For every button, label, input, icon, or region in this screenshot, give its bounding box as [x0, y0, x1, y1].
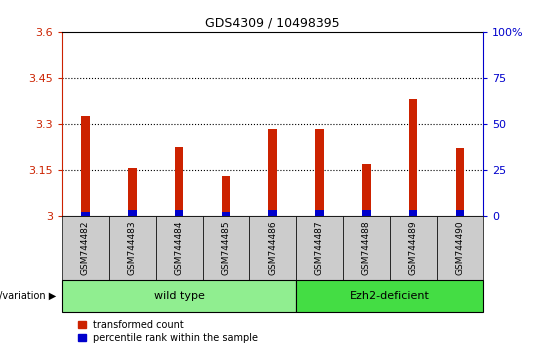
Text: GSM744489: GSM744489	[409, 221, 417, 275]
Bar	[156, 216, 202, 280]
Text: genotype/variation ▶: genotype/variation ▶	[0, 291, 57, 301]
Bar	[296, 280, 483, 312]
Text: GSM744483: GSM744483	[128, 221, 137, 275]
Text: GSM744482: GSM744482	[81, 221, 90, 275]
Bar	[362, 210, 370, 216]
Text: GSM744490: GSM744490	[455, 221, 464, 275]
Bar	[109, 216, 156, 280]
Text: GSM744487: GSM744487	[315, 221, 324, 275]
Bar	[362, 164, 370, 216]
Bar	[268, 210, 277, 216]
Bar	[128, 169, 137, 216]
Bar	[249, 216, 296, 280]
Title: GDS4309 / 10498395: GDS4309 / 10498395	[205, 16, 340, 29]
Bar	[315, 129, 323, 216]
Text: GSM744488: GSM744488	[362, 221, 371, 275]
Bar	[456, 210, 464, 216]
Bar	[62, 216, 109, 280]
Bar	[175, 210, 183, 216]
Bar	[343, 216, 390, 280]
Bar	[268, 129, 277, 216]
Bar	[175, 147, 183, 216]
Bar	[82, 116, 90, 216]
Bar	[128, 210, 137, 216]
Legend: transformed count, percentile rank within the sample: transformed count, percentile rank withi…	[78, 320, 258, 343]
Bar	[409, 210, 417, 216]
Text: GSM744484: GSM744484	[174, 221, 184, 275]
Text: Ezh2-deficient: Ezh2-deficient	[350, 291, 430, 301]
Bar	[296, 216, 343, 280]
Bar	[62, 280, 296, 312]
Bar	[436, 216, 483, 280]
Bar	[82, 212, 90, 216]
Text: GSM744486: GSM744486	[268, 221, 277, 275]
Bar	[202, 216, 249, 280]
Bar	[315, 210, 323, 216]
Text: wild type: wild type	[154, 291, 205, 301]
Bar	[456, 148, 464, 216]
Bar	[222, 212, 230, 216]
Bar	[390, 216, 436, 280]
Bar	[222, 176, 230, 216]
Text: GSM744485: GSM744485	[221, 221, 231, 275]
Bar	[409, 99, 417, 216]
